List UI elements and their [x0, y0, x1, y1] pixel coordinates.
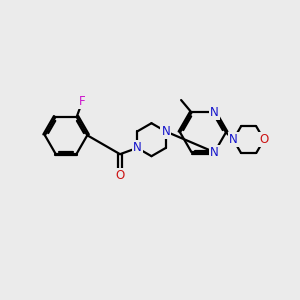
- Text: N: N: [210, 146, 219, 159]
- Text: O: O: [259, 133, 268, 146]
- Text: F: F: [79, 95, 86, 108]
- Text: N: N: [229, 133, 238, 146]
- Text: O: O: [116, 169, 125, 182]
- Text: N: N: [161, 125, 170, 138]
- Text: N: N: [133, 141, 142, 154]
- Text: N: N: [210, 106, 219, 119]
